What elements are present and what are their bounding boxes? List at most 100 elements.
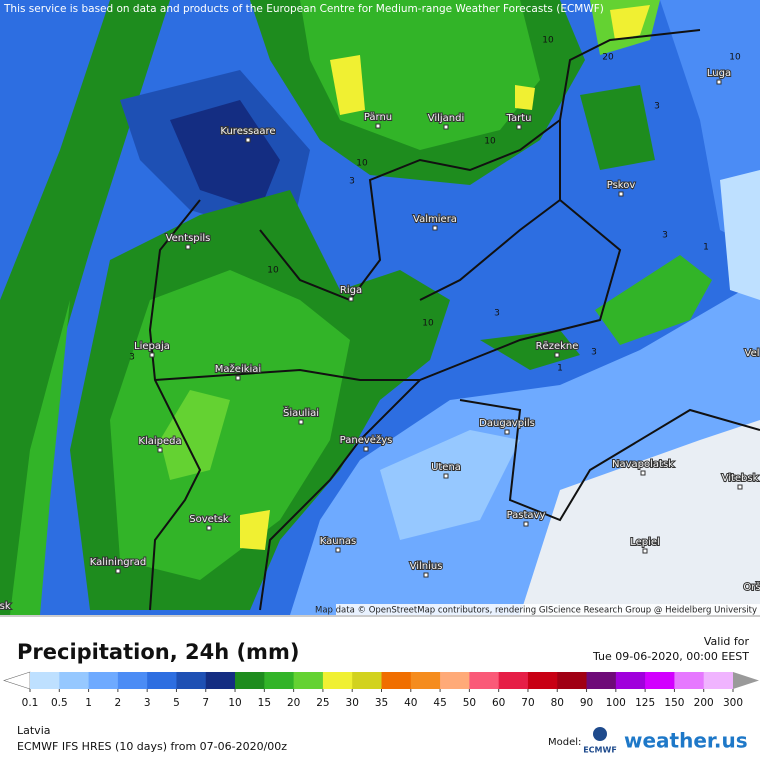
colorbar-tick-label: 40 bbox=[404, 697, 417, 709]
city-label: Pastavy bbox=[507, 510, 546, 521]
city-label: Ventspils bbox=[166, 233, 211, 244]
city-label: Liepaja bbox=[134, 341, 170, 352]
city-marker bbox=[443, 124, 449, 130]
colorbar-swatch bbox=[527, 672, 558, 689]
colorbar-tick-label: 200 bbox=[694, 697, 714, 709]
colorbar-swatch bbox=[205, 672, 236, 689]
city-label: Kaliningrad bbox=[90, 557, 146, 568]
city-marker bbox=[115, 568, 121, 574]
border bbox=[459, 399, 760, 522]
precip-area bbox=[300, 0, 540, 150]
city-marker bbox=[516, 124, 522, 130]
colorbar-tick-label: 30 bbox=[346, 697, 359, 709]
city-marker bbox=[443, 473, 449, 479]
colorbar-swatch bbox=[264, 672, 295, 689]
colorbar-swatch bbox=[674, 672, 705, 689]
city-label: Tartu bbox=[506, 113, 532, 124]
border bbox=[259, 29, 701, 302]
contour-label: 10 bbox=[267, 266, 279, 276]
city-label: Pskov bbox=[607, 180, 636, 191]
colorbar-tick-label: 70 bbox=[521, 697, 534, 709]
precip-area bbox=[515, 85, 535, 110]
city-label: Pärnu bbox=[364, 112, 392, 123]
city-label: Valmiera bbox=[413, 214, 457, 225]
contour-label: 10 bbox=[422, 319, 434, 329]
contour-label: 3 bbox=[591, 348, 597, 358]
contour-label: 20 bbox=[602, 53, 614, 63]
precip-area bbox=[610, 5, 650, 40]
colorbar-tick-label: 125 bbox=[635, 697, 655, 709]
colorbar-tick-label: 2 bbox=[115, 697, 122, 709]
colorbar-swatch bbox=[59, 672, 90, 689]
colorbar-swatch bbox=[176, 672, 207, 689]
map-attribution: Map data © OpenStreetMap contributors, r… bbox=[315, 606, 757, 616]
colorbar-tick-label: 10 bbox=[228, 697, 241, 709]
city-marker bbox=[554, 352, 560, 358]
edge-label: nsk bbox=[0, 601, 11, 612]
dry-area bbox=[520, 420, 760, 615]
valid-label: Valid for bbox=[704, 635, 750, 648]
contour-label: 3 bbox=[654, 102, 660, 112]
valid-time: Tue 09-06-2020, 00:00 EEST bbox=[592, 650, 749, 663]
city-marker bbox=[432, 225, 438, 231]
colorbar-swatch bbox=[88, 672, 119, 689]
colorbar-tick-label: 3 bbox=[144, 697, 151, 709]
city-label: Kuressaare bbox=[220, 126, 275, 137]
edge-label: Orš bbox=[743, 581, 760, 593]
colorbar-swatch bbox=[117, 672, 148, 689]
city-label: Daugavpils bbox=[479, 418, 535, 429]
colorbar-tick-label: 7 bbox=[202, 697, 209, 709]
attribution: This service is based on data and produc… bbox=[3, 3, 604, 15]
city-marker bbox=[157, 447, 163, 453]
region: Latvia bbox=[17, 724, 51, 737]
city-label: Klaipeda bbox=[138, 436, 181, 447]
city-label: Sovetsk bbox=[189, 514, 229, 525]
model-run: ECMWF IFS HRES (10 days) from 07-06-2020… bbox=[17, 740, 287, 753]
precip-area bbox=[0, 0, 170, 615]
contour-label: 10 bbox=[542, 36, 554, 46]
contour-label: 10 bbox=[729, 53, 741, 63]
contour-label: 1 bbox=[703, 243, 709, 253]
precip-area bbox=[110, 270, 350, 580]
city-label: Panevėžys bbox=[340, 434, 393, 446]
model-label: Model: bbox=[548, 737, 581, 748]
precip-area bbox=[595, 255, 712, 345]
city-marker bbox=[504, 429, 510, 435]
colorbar-swatch bbox=[645, 672, 675, 689]
contour-label: 10 bbox=[356, 159, 368, 169]
edge-label: Vel bbox=[745, 348, 760, 359]
precip-area bbox=[160, 390, 230, 480]
footer-title: Precipitation, 24h (mm) bbox=[17, 640, 299, 664]
model-logo: ECMWF bbox=[583, 746, 617, 755]
colorbar-tick-label: 60 bbox=[492, 697, 505, 709]
colorbar-tick-label: 0.5 bbox=[51, 697, 68, 709]
city-label: Utena bbox=[431, 462, 461, 473]
contour-label: 10 bbox=[484, 137, 496, 147]
city-marker bbox=[348, 296, 354, 302]
city-label: Riga bbox=[340, 285, 362, 296]
city-marker bbox=[149, 352, 155, 358]
logo-icon bbox=[593, 727, 607, 741]
city-marker bbox=[363, 446, 369, 452]
colorbar-swatch bbox=[410, 672, 441, 689]
border bbox=[154, 368, 420, 381]
contour-label: 3 bbox=[349, 177, 355, 187]
precip-area bbox=[240, 510, 270, 550]
colorbar-tick-label: 0.1 bbox=[22, 697, 39, 709]
colorbar-swatch bbox=[440, 672, 470, 689]
city-marker bbox=[640, 470, 646, 476]
colorbar-tick-label: 300 bbox=[723, 697, 743, 709]
city-label: Mažeikiai bbox=[215, 363, 261, 375]
colorbar-swatch bbox=[469, 672, 500, 689]
contour-label: 3 bbox=[662, 231, 668, 241]
colorbar-tick-label: 1 bbox=[85, 697, 92, 709]
city-marker bbox=[523, 521, 529, 527]
city-marker bbox=[298, 419, 304, 425]
precip-area bbox=[580, 85, 655, 170]
border bbox=[259, 198, 622, 611]
city-marker bbox=[423, 572, 429, 578]
city-marker bbox=[235, 375, 241, 381]
city-label: Kaunas bbox=[320, 536, 357, 547]
colorbar-tick-label: 25 bbox=[316, 697, 329, 709]
